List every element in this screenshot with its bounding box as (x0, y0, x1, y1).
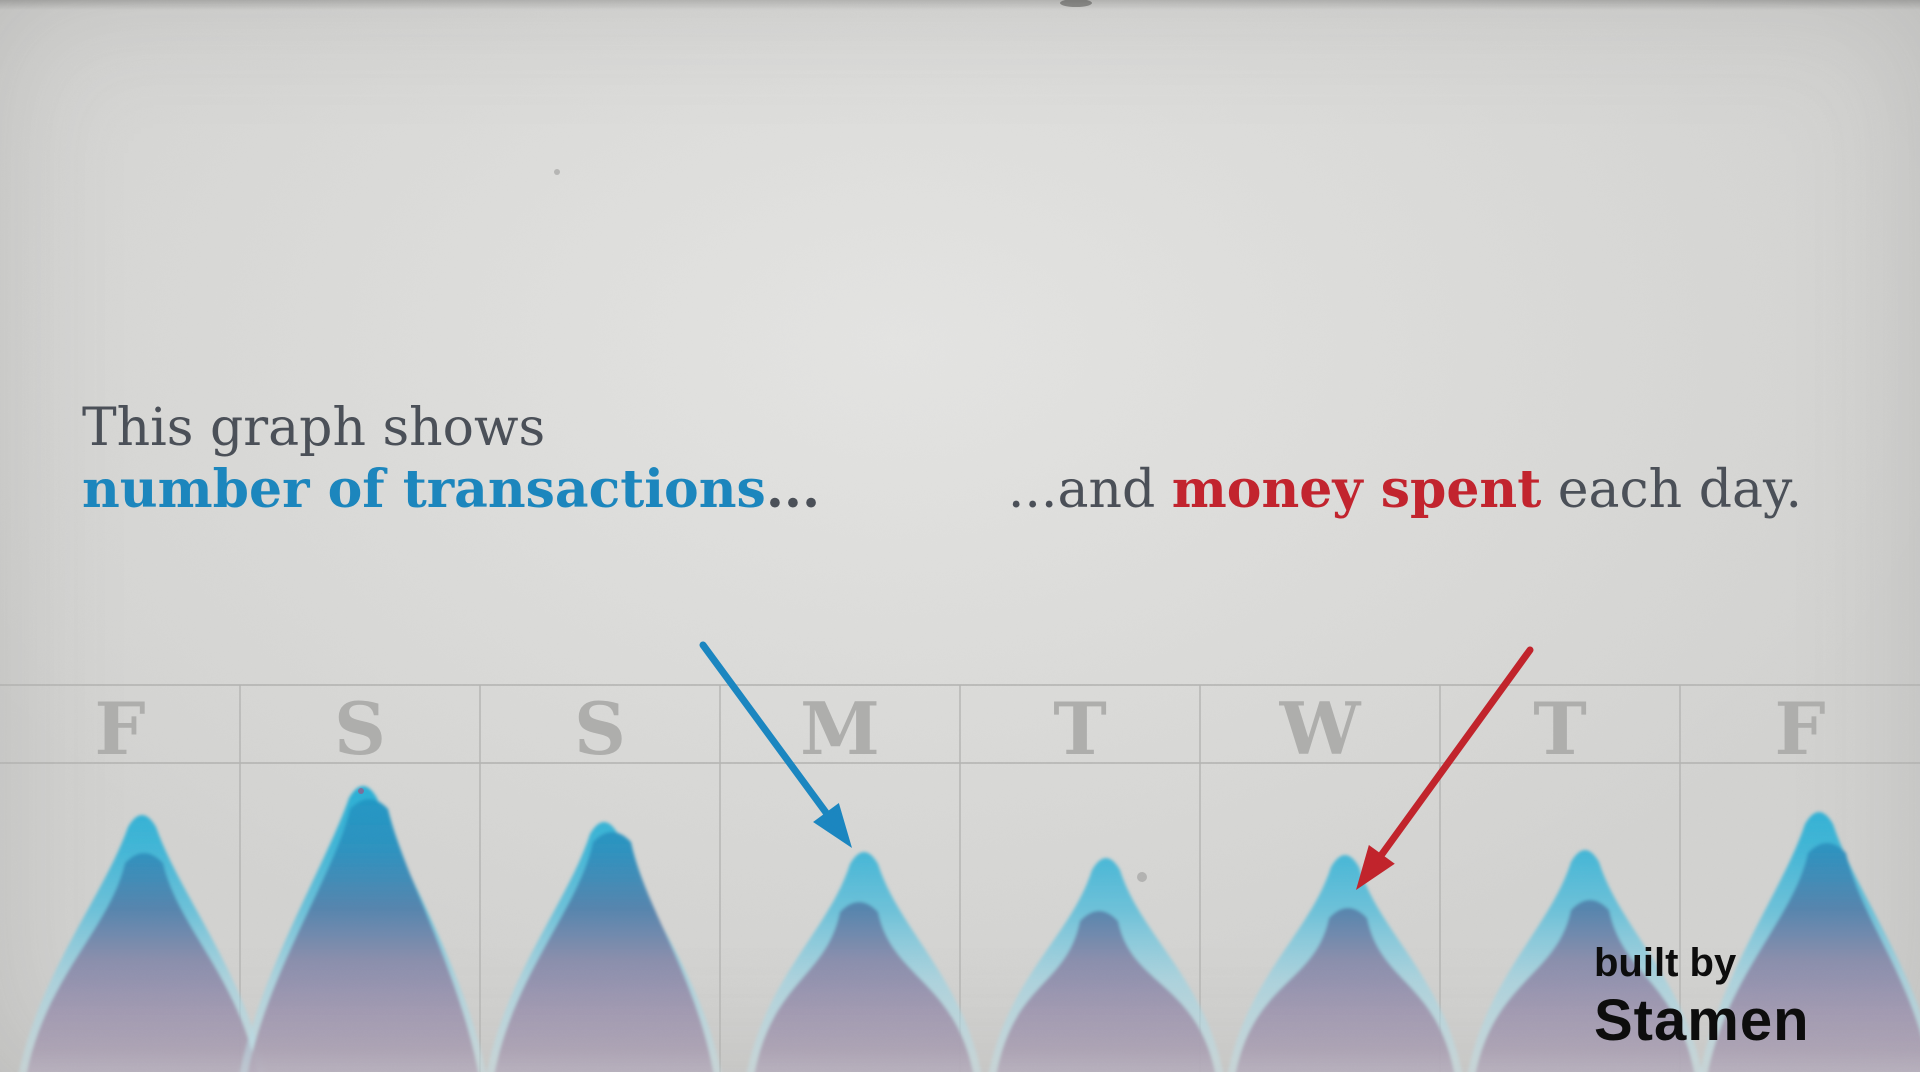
day-label-sunday: S (574, 686, 626, 771)
intro-text-right: ...and money spent each day. (1008, 459, 1802, 521)
day-label-tuesday: T (1053, 686, 1107, 771)
intro-right-tail: each day. (1541, 460, 1802, 520)
transactions-emphasis: number of transactions (82, 459, 766, 520)
credit-block: built by Stamen (1594, 940, 1810, 1052)
credit-stamen: Stamen (1594, 988, 1810, 1053)
intro-text-left: This graph shows number of transactions.… (82, 397, 820, 521)
day-label-thursday: T (1533, 686, 1587, 771)
day-header-band: F S S M T W T F (0, 685, 1920, 771)
day-label-monday: M (800, 686, 880, 771)
day-label-friday-2: F (1774, 686, 1826, 771)
credit-built-by: built by (1594, 941, 1737, 985)
day-label-saturday: S (334, 686, 386, 771)
money-spent-emphasis: money spent (1171, 459, 1542, 520)
intro-left-line2: number of transactions... (82, 459, 820, 521)
intro-right-lead: ...and (1007, 460, 1172, 520)
day-label-wednesday: W (1279, 686, 1361, 771)
day-label-friday-1: F (94, 686, 146, 771)
intro-left-ellipsis: ... (765, 459, 821, 520)
intro-left-line1: This graph shows (82, 398, 546, 458)
